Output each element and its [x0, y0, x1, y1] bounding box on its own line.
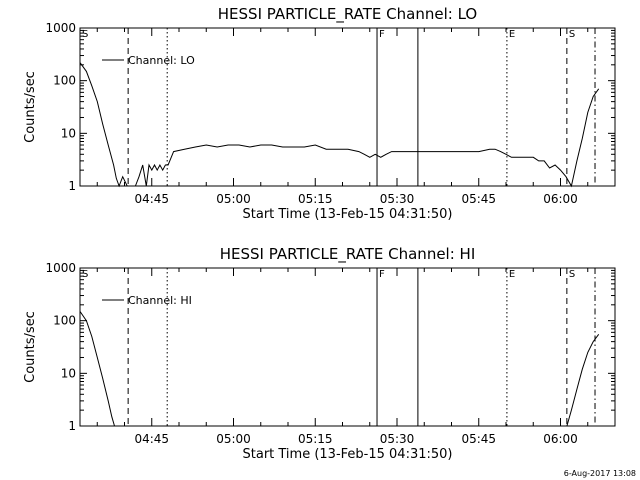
chart-panel-0: HESSI PARTICLE_RATE Channel: LO 1 10 100 100… [23, 5, 616, 222]
x-tick-label: 06:00 [543, 432, 578, 446]
y-axis-label: Counts/sec [23, 311, 38, 383]
x-tick-label: 04:45 [134, 192, 169, 206]
series-line [566, 333, 600, 427]
x-axis-label: Start Time (13-Feb-15 04:31:50) [243, 207, 453, 222]
event-marker-label: F [379, 29, 385, 40]
chart-title: HESSI PARTICLE_RATE Channel: HI [220, 245, 476, 264]
event-marker-label: S [569, 269, 575, 280]
plot-frame [79, 267, 616, 427]
event-marker-label: S [82, 29, 88, 40]
x-tick-label: 05:00 [216, 432, 251, 446]
y-tick-label: 1 [68, 419, 76, 433]
legend-label: Channel: LO [128, 54, 195, 67]
y-tick-label: 100 [53, 74, 76, 88]
x-axis-label: Start Time (13-Feb-15 04:31:50) [243, 447, 453, 462]
y-tick-label: 1000 [45, 261, 76, 275]
x-tick-label: 05:15 [298, 192, 333, 206]
x-tick-label: 06:00 [543, 192, 578, 206]
x-tick-label: 05:00 [216, 192, 251, 206]
chart-panel-1: HESSI PARTICLE_RATE Channel: HI 1 10 100 100… [23, 245, 616, 462]
event-marker-label: S [82, 269, 88, 280]
y-tick-label: 1 [68, 179, 76, 193]
x-tick-label: 05:30 [380, 432, 415, 446]
footer-timestamp: 6-Aug-2017 13:08 [564, 469, 636, 478]
x-tick-label: 05:15 [298, 432, 333, 446]
y-tick-label: 10 [61, 366, 76, 380]
x-tick-label: 05:45 [461, 192, 496, 206]
plot-frame [79, 27, 616, 187]
chart-title: HESSI PARTICLE_RATE Channel: LO [218, 5, 477, 24]
event-marker-label: F [379, 269, 385, 280]
y-axis-label: Counts/sec [23, 71, 38, 143]
event-marker-label: S [569, 29, 575, 40]
series-line [79, 311, 115, 427]
x-tick-label: 05:30 [380, 192, 415, 206]
y-tick-label: 10 [61, 126, 76, 140]
x-tick-label: 04:45 [134, 432, 169, 446]
series-line [79, 62, 600, 188]
x-tick-label: 05:45 [461, 432, 496, 446]
y-tick-label: 1000 [45, 21, 76, 35]
event-marker-label: E [509, 29, 515, 40]
y-tick-label: 100 [53, 314, 76, 328]
event-marker-label: E [509, 269, 515, 280]
legend-label: Channel: HI [128, 294, 192, 307]
